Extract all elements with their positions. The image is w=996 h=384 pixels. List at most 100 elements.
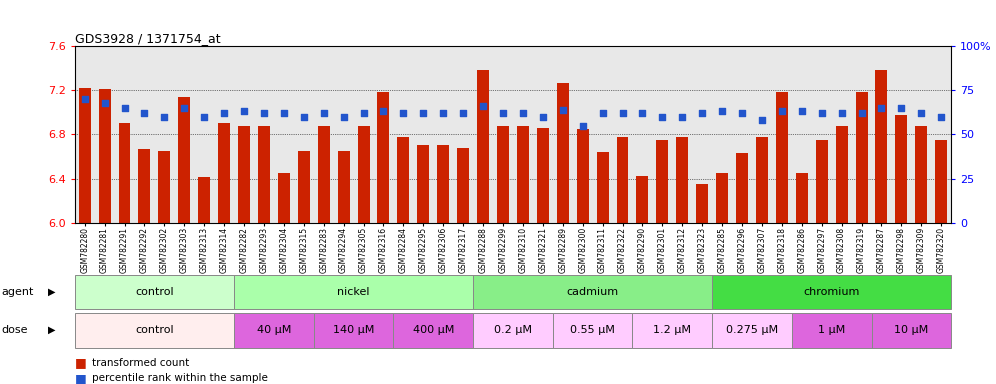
Point (97, 99, 113, 106)
Point (435, 110, 451, 116)
Text: cadmium: cadmium (567, 287, 619, 297)
Bar (872, 313, 951, 348)
Text: chromium: chromium (804, 287, 860, 297)
Text: nickel: nickel (338, 287, 370, 297)
Point (216, 110, 232, 116)
Text: dose: dose (1, 325, 28, 335)
Point (674, 114, 690, 120)
Point (356, 110, 372, 116)
Point (336, 114, 352, 120)
Bar (119, 123, 130, 223)
Bar (79, 88, 91, 223)
Text: 1 μM: 1 μM (818, 325, 846, 335)
Bar (792, 313, 872, 348)
Bar (712, 275, 951, 309)
Bar (577, 129, 589, 223)
Bar (935, 140, 947, 223)
Point (156, 114, 172, 120)
Bar (716, 173, 728, 223)
Text: 0.2 μM: 0.2 μM (494, 325, 532, 335)
Point (176, 105, 192, 111)
Point (196, 114, 212, 120)
Bar (776, 93, 788, 223)
Point (375, 108, 391, 114)
Text: ■: ■ (75, 356, 87, 369)
Bar (258, 126, 270, 223)
Point (276, 110, 292, 116)
Bar (377, 93, 389, 223)
Point (913, 110, 929, 116)
Point (296, 114, 312, 120)
Point (535, 114, 551, 120)
Bar (218, 123, 230, 223)
Text: ▶: ▶ (48, 325, 56, 335)
Bar (178, 97, 190, 223)
Point (595, 110, 611, 116)
Bar (473, 313, 553, 348)
Bar (198, 177, 210, 223)
Bar (756, 137, 768, 223)
Text: 1.2 μM: 1.2 μM (653, 325, 691, 335)
Point (873, 105, 889, 111)
Bar (314, 313, 393, 348)
Point (834, 110, 850, 116)
Point (236, 108, 252, 114)
Point (515, 110, 531, 116)
Bar (75, 313, 234, 348)
Point (555, 107, 571, 113)
Text: control: control (135, 325, 173, 335)
Point (794, 108, 810, 114)
Bar (437, 146, 449, 223)
Bar (298, 151, 310, 223)
Point (316, 110, 332, 116)
Text: agent: agent (1, 287, 34, 297)
Point (475, 103, 491, 109)
Text: 0.275 μM: 0.275 μM (726, 325, 778, 335)
Text: control: control (135, 287, 173, 297)
Point (854, 110, 870, 116)
Text: 400 μM: 400 μM (412, 325, 454, 335)
Bar (875, 70, 887, 223)
Text: 0.55 μM: 0.55 μM (570, 325, 616, 335)
Point (256, 110, 272, 116)
Point (933, 114, 949, 120)
Point (117, 105, 132, 111)
Point (893, 105, 909, 111)
Bar (856, 93, 868, 223)
Bar (796, 173, 808, 223)
Bar (656, 140, 668, 223)
Point (774, 108, 790, 114)
Text: transformed count: transformed count (92, 358, 189, 368)
Text: 40 μM: 40 μM (257, 325, 291, 335)
Bar (234, 313, 314, 348)
Point (754, 117, 770, 123)
Bar (915, 126, 927, 223)
Point (136, 110, 152, 116)
Text: 140 μM: 140 μM (333, 325, 374, 335)
Bar (457, 148, 469, 223)
Bar (816, 140, 828, 223)
Bar (553, 313, 632, 348)
Point (734, 110, 750, 116)
Bar (895, 114, 907, 223)
Point (455, 110, 471, 116)
Bar (338, 151, 350, 223)
Bar (99, 89, 111, 223)
Bar (393, 313, 473, 348)
Bar (417, 146, 429, 223)
Point (77, 96, 93, 102)
Bar (473, 275, 712, 309)
Bar (397, 137, 409, 223)
Bar (736, 153, 748, 223)
Point (415, 110, 431, 116)
Bar (696, 184, 708, 223)
Bar (597, 152, 609, 223)
Text: percentile rank within the sample: percentile rank within the sample (92, 373, 268, 383)
Bar (497, 126, 509, 223)
Bar (138, 149, 150, 223)
Bar (712, 313, 792, 348)
Text: ■: ■ (75, 372, 87, 384)
Bar (358, 126, 370, 223)
Bar (158, 151, 170, 223)
Text: GDS3928 / 1371754_at: GDS3928 / 1371754_at (75, 32, 220, 45)
